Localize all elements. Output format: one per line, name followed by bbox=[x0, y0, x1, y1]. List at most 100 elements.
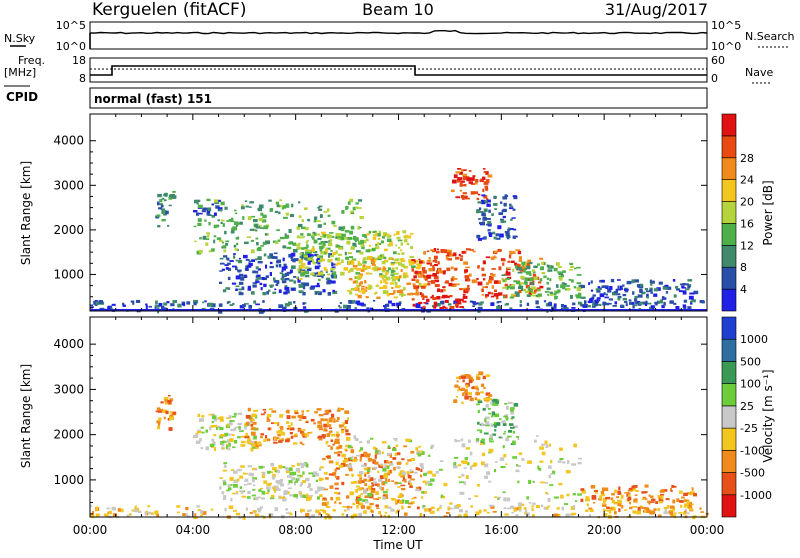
power-cell bbox=[306, 240, 309, 242]
velocity-cell bbox=[397, 486, 401, 488]
power-cell bbox=[108, 305, 113, 310]
velocity-cell bbox=[252, 446, 256, 449]
power-cell bbox=[632, 301, 635, 305]
power-cell bbox=[483, 195, 488, 199]
power-cell bbox=[447, 249, 452, 254]
velocity-cell bbox=[644, 484, 649, 488]
velocity-cell bbox=[633, 498, 638, 503]
power-cell bbox=[319, 257, 323, 261]
velocity-cell bbox=[565, 513, 570, 517]
velocity-cell bbox=[368, 458, 371, 462]
velocity-cell bbox=[154, 510, 159, 515]
velocity-cell bbox=[258, 489, 262, 492]
velocity-cell bbox=[605, 496, 610, 500]
power-cell bbox=[390, 282, 394, 285]
power-cell bbox=[687, 306, 692, 310]
power-cell bbox=[385, 278, 391, 281]
power-cell bbox=[318, 278, 321, 282]
velocity-cell bbox=[237, 468, 242, 472]
power-cell bbox=[135, 299, 141, 303]
power-cell bbox=[98, 300, 103, 304]
velocity-cell bbox=[548, 474, 552, 479]
velocity-cell bbox=[306, 410, 310, 412]
power-cell bbox=[350, 246, 355, 250]
velocity-cell bbox=[376, 507, 380, 509]
velocity-cell bbox=[480, 391, 484, 394]
velocity-cell bbox=[270, 462, 275, 467]
velocity-cell bbox=[464, 395, 469, 400]
power-cell bbox=[318, 260, 323, 263]
power-cell bbox=[344, 230, 350, 233]
velocity-cell bbox=[456, 504, 461, 508]
velocity-cell bbox=[634, 498, 638, 501]
power-cell bbox=[575, 294, 579, 297]
velocity-cell bbox=[285, 468, 290, 472]
power-cell bbox=[423, 251, 426, 255]
power-cell bbox=[297, 278, 301, 283]
power-cell bbox=[612, 305, 617, 307]
power-cell bbox=[636, 284, 641, 288]
power-cell bbox=[386, 233, 390, 236]
velocity-cell bbox=[305, 497, 311, 501]
power-cell bbox=[232, 302, 235, 305]
velocity-cell bbox=[285, 471, 291, 474]
power-cell bbox=[355, 202, 359, 205]
velocity-cell bbox=[493, 424, 497, 428]
power-cell bbox=[250, 249, 255, 254]
velocity-cell bbox=[396, 499, 400, 504]
power-cell bbox=[376, 296, 381, 299]
velocity-cell bbox=[289, 432, 293, 435]
velocity-cell bbox=[329, 417, 334, 419]
power-cell bbox=[577, 292, 582, 296]
velocity-cell bbox=[457, 514, 462, 517]
velocity-cell bbox=[539, 460, 544, 463]
velocity-cell bbox=[344, 410, 350, 414]
power-cell bbox=[673, 294, 677, 298]
power-cell bbox=[433, 305, 437, 309]
power-cell bbox=[407, 293, 410, 296]
power-cell bbox=[604, 302, 610, 306]
velocity-cell bbox=[274, 489, 277, 493]
velocity-cell bbox=[499, 457, 505, 461]
power-cell bbox=[412, 283, 416, 286]
power-cell bbox=[421, 267, 426, 271]
power-cell bbox=[515, 281, 521, 285]
power-cell bbox=[547, 304, 553, 307]
power-cell bbox=[145, 303, 148, 306]
velocity-cell bbox=[585, 498, 590, 502]
power-cell bbox=[582, 305, 588, 308]
velocity-cell bbox=[335, 420, 339, 422]
power-cell bbox=[248, 206, 252, 208]
velocity-cell bbox=[645, 491, 648, 494]
velocity-cell bbox=[205, 446, 209, 451]
velocity-cell bbox=[373, 478, 377, 481]
power-cell bbox=[333, 263, 337, 266]
power-cell bbox=[305, 241, 308, 244]
power-cell bbox=[502, 196, 508, 200]
power-cell bbox=[590, 289, 594, 292]
velocity-cell bbox=[305, 477, 310, 482]
velocity-cell bbox=[334, 476, 338, 478]
power-cell bbox=[445, 256, 449, 260]
velocity-cell bbox=[366, 453, 371, 456]
ytick-label: 4000 bbox=[53, 337, 84, 351]
power-cell bbox=[290, 258, 296, 262]
velocity-cell bbox=[468, 379, 473, 384]
velocity-cell bbox=[227, 433, 232, 436]
velocity-cell bbox=[370, 489, 375, 494]
power-cell bbox=[166, 301, 170, 304]
power-cell bbox=[312, 231, 316, 235]
power-cell bbox=[336, 235, 341, 239]
power-cell bbox=[656, 287, 661, 291]
velocity-cell bbox=[585, 509, 589, 512]
velocity-cell bbox=[415, 488, 420, 492]
power-cell bbox=[255, 303, 260, 306]
power-cell bbox=[204, 300, 207, 303]
velocity-cell bbox=[333, 440, 336, 444]
power-cell bbox=[559, 276, 563, 281]
velocity-cell bbox=[371, 510, 374, 513]
velocity-cell bbox=[364, 473, 367, 477]
power-cell bbox=[379, 275, 384, 278]
power-cell bbox=[424, 276, 428, 280]
power-cell bbox=[518, 285, 524, 289]
